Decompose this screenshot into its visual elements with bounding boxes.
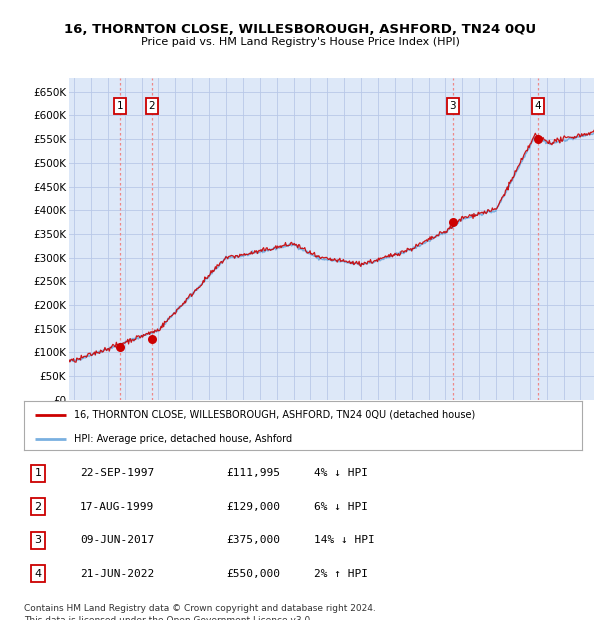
Text: This data is licensed under the Open Government Licence v3.0.: This data is licensed under the Open Gov… xyxy=(24,616,313,620)
Text: 3: 3 xyxy=(34,535,41,545)
Text: 16, THORNTON CLOSE, WILLESBOROUGH, ASHFORD, TN24 0QU: 16, THORNTON CLOSE, WILLESBOROUGH, ASHFO… xyxy=(64,23,536,36)
Text: 1: 1 xyxy=(116,101,123,111)
Text: Price paid vs. HM Land Registry's House Price Index (HPI): Price paid vs. HM Land Registry's House … xyxy=(140,37,460,47)
Text: 21-JUN-2022: 21-JUN-2022 xyxy=(80,569,154,578)
Text: 16, THORNTON CLOSE, WILLESBOROUGH, ASHFORD, TN24 0QU (detached house): 16, THORNTON CLOSE, WILLESBOROUGH, ASHFO… xyxy=(74,410,475,420)
Text: 2: 2 xyxy=(34,502,41,512)
Text: 4: 4 xyxy=(34,569,41,578)
Text: HPI: Average price, detached house, Ashford: HPI: Average price, detached house, Ashf… xyxy=(74,434,292,444)
Text: 14% ↓ HPI: 14% ↓ HPI xyxy=(314,535,375,545)
Text: 2% ↑ HPI: 2% ↑ HPI xyxy=(314,569,368,578)
Text: £550,000: £550,000 xyxy=(227,569,281,578)
Text: 2: 2 xyxy=(149,101,155,111)
Text: 4% ↓ HPI: 4% ↓ HPI xyxy=(314,468,368,478)
Text: 3: 3 xyxy=(449,101,456,111)
Text: £129,000: £129,000 xyxy=(227,502,281,512)
Text: 1: 1 xyxy=(34,468,41,478)
Text: 6% ↓ HPI: 6% ↓ HPI xyxy=(314,502,368,512)
Text: 17-AUG-1999: 17-AUG-1999 xyxy=(80,502,154,512)
Text: 4: 4 xyxy=(535,101,541,111)
Text: 09-JUN-2017: 09-JUN-2017 xyxy=(80,535,154,545)
Text: Contains HM Land Registry data © Crown copyright and database right 2024.: Contains HM Land Registry data © Crown c… xyxy=(24,604,376,613)
Text: £111,995: £111,995 xyxy=(227,468,281,478)
Text: £375,000: £375,000 xyxy=(227,535,281,545)
Text: 22-SEP-1997: 22-SEP-1997 xyxy=(80,468,154,478)
